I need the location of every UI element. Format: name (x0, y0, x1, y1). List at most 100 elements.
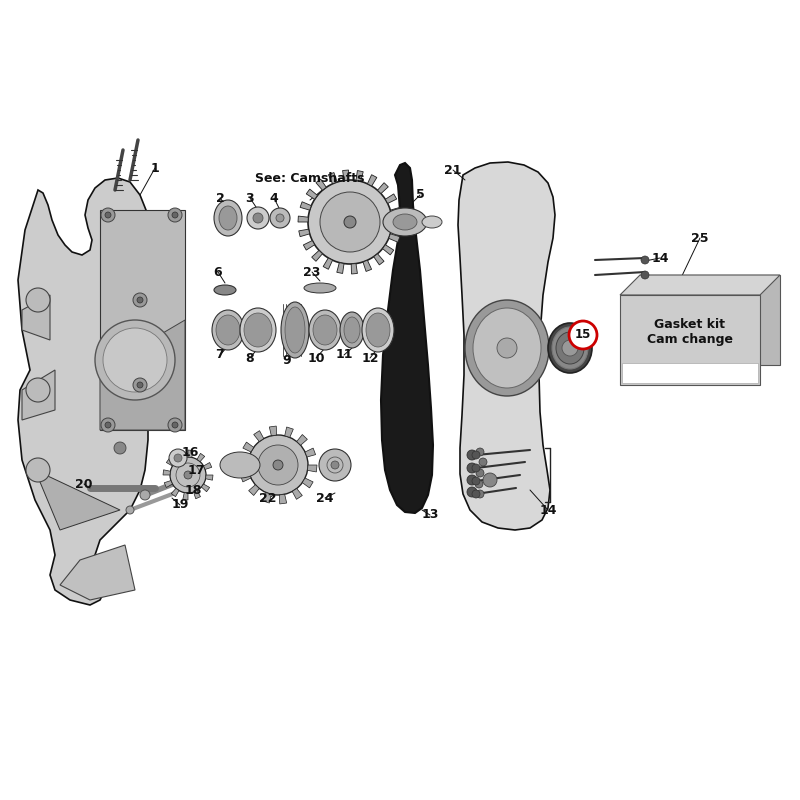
Circle shape (273, 460, 283, 470)
Ellipse shape (552, 327, 588, 369)
Ellipse shape (366, 313, 390, 347)
Circle shape (467, 450, 477, 460)
Ellipse shape (220, 452, 260, 478)
Text: 3: 3 (246, 191, 254, 205)
Text: 4: 4 (270, 191, 278, 205)
Ellipse shape (362, 308, 394, 352)
Circle shape (319, 449, 351, 481)
Circle shape (253, 213, 263, 223)
Text: 14: 14 (539, 503, 557, 517)
Polygon shape (35, 470, 120, 530)
Text: 19: 19 (171, 498, 189, 511)
Text: 11: 11 (335, 349, 353, 362)
Polygon shape (300, 202, 311, 210)
Polygon shape (243, 442, 254, 452)
Text: 18: 18 (184, 483, 202, 497)
Polygon shape (254, 430, 264, 442)
Ellipse shape (556, 332, 584, 364)
Polygon shape (328, 173, 337, 184)
Circle shape (497, 338, 517, 358)
Polygon shape (188, 450, 193, 458)
Circle shape (172, 212, 178, 218)
Circle shape (140, 490, 150, 500)
Text: 6: 6 (214, 266, 222, 278)
Circle shape (569, 321, 597, 349)
Circle shape (137, 297, 143, 303)
Circle shape (483, 473, 497, 487)
Ellipse shape (281, 302, 309, 358)
Circle shape (562, 340, 578, 356)
Polygon shape (306, 189, 318, 199)
Ellipse shape (285, 307, 305, 353)
Circle shape (114, 442, 126, 454)
Circle shape (168, 418, 182, 432)
Circle shape (133, 293, 147, 307)
Ellipse shape (383, 208, 427, 236)
Polygon shape (363, 260, 372, 271)
Circle shape (472, 490, 480, 498)
Polygon shape (100, 320, 185, 430)
Circle shape (476, 490, 484, 498)
Ellipse shape (393, 214, 417, 230)
Circle shape (270, 208, 290, 228)
Circle shape (26, 288, 50, 312)
Ellipse shape (240, 308, 276, 352)
Polygon shape (298, 216, 308, 222)
Circle shape (475, 480, 483, 488)
Polygon shape (305, 448, 315, 457)
Ellipse shape (216, 315, 240, 345)
Text: 20: 20 (75, 478, 93, 490)
Circle shape (467, 487, 477, 497)
Polygon shape (183, 493, 188, 500)
Polygon shape (392, 222, 402, 228)
Polygon shape (163, 470, 170, 475)
Circle shape (344, 216, 356, 228)
Polygon shape (171, 488, 179, 497)
Polygon shape (622, 363, 758, 383)
Polygon shape (303, 241, 314, 250)
Text: 17: 17 (187, 463, 205, 477)
Text: 12: 12 (362, 351, 378, 365)
Polygon shape (239, 458, 249, 465)
Circle shape (472, 477, 480, 485)
Ellipse shape (340, 312, 364, 348)
Polygon shape (18, 178, 158, 605)
Circle shape (472, 464, 480, 472)
Circle shape (472, 451, 480, 459)
Polygon shape (164, 481, 173, 487)
Text: See: Camshafts: See: Camshafts (255, 171, 365, 185)
Ellipse shape (309, 310, 341, 350)
Polygon shape (620, 275, 780, 295)
Polygon shape (374, 254, 384, 265)
Polygon shape (640, 275, 780, 365)
Polygon shape (249, 485, 259, 495)
Text: 23: 23 (303, 266, 321, 278)
Polygon shape (312, 250, 322, 262)
Circle shape (133, 378, 147, 392)
Ellipse shape (344, 317, 360, 343)
Text: 1: 1 (150, 162, 159, 174)
Circle shape (101, 418, 115, 432)
Polygon shape (298, 229, 310, 237)
Polygon shape (297, 434, 307, 446)
Polygon shape (382, 245, 394, 255)
Circle shape (103, 328, 167, 392)
Text: 22: 22 (259, 491, 277, 505)
Circle shape (174, 454, 182, 462)
Ellipse shape (313, 315, 337, 345)
Polygon shape (367, 174, 377, 186)
Text: 8: 8 (246, 351, 254, 365)
Polygon shape (316, 179, 326, 190)
Circle shape (320, 192, 380, 252)
Circle shape (641, 256, 649, 264)
Circle shape (641, 271, 649, 279)
Ellipse shape (219, 206, 237, 230)
Polygon shape (100, 210, 185, 430)
Circle shape (467, 475, 477, 485)
Polygon shape (279, 494, 286, 504)
Polygon shape (381, 163, 433, 513)
Polygon shape (197, 454, 205, 462)
Polygon shape (270, 426, 277, 436)
Polygon shape (60, 545, 135, 600)
Polygon shape (292, 489, 302, 499)
